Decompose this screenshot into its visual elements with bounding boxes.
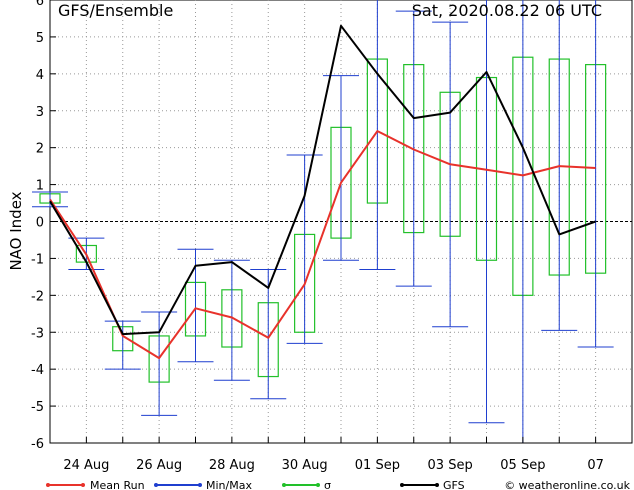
y-tick-label: 2 [36, 142, 44, 157]
mean-run-line [49, 130, 596, 360]
series-lines [49, 24, 596, 360]
y-axis-label: NAO Index [7, 191, 25, 270]
x-tick-label: 05 Sep [500, 458, 545, 473]
gfs-line [49, 24, 596, 336]
legend-label-mean-run: Mean Run [90, 479, 145, 490]
y-tick-label: -3 [31, 326, 44, 341]
y-tick-label: 4 [36, 68, 44, 83]
x-tick-label: 28 Aug [209, 458, 255, 473]
minmax-whiskers [32, 0, 614, 443]
axis-layer: -6 -5 -4 -3 -2 -1 0 1 2 3 4 5 6 24 Aug 26 Aug 28 Aug 30 … [31, 0, 604, 473]
x-tick-label: 26 Aug [136, 458, 182, 473]
legend-label-gfs: GFS [443, 479, 465, 490]
legend: Mean Run Min/Max σ GFS © weatheronline.c… [46, 479, 631, 490]
x-tick-label: 07 [587, 458, 604, 473]
chart-subtitle: Sat, 2020.08.22 06 UTC [412, 1, 602, 20]
y-tick-label: -5 [31, 400, 44, 415]
chart-title: GFS/Ensemble [58, 1, 173, 20]
x-tick-label: 30 Aug [282, 458, 328, 473]
y-tick-label: -6 [31, 437, 44, 452]
y-tick-label: 0 [36, 216, 44, 231]
y-tick-label: 5 [36, 31, 44, 46]
legend-label-sigma: σ [324, 479, 331, 490]
legend-item-minmax: Min/Max [154, 479, 252, 490]
y-tick-label: 6 [36, 0, 44, 9]
legend-item-mean-run: Mean Run [46, 479, 145, 490]
legend-item-sigma: σ [282, 479, 331, 490]
y-tick-label: -1 [31, 252, 44, 267]
y-tick-label: 1 [36, 179, 44, 194]
legend-label-minmax: Min/Max [206, 479, 252, 490]
credit-text: © weatheronline.co.uk [504, 479, 630, 490]
y-tick-label: 3 [36, 105, 44, 120]
x-tick-label: 01 Sep [355, 458, 400, 473]
y-tick-label: -4 [31, 363, 44, 378]
y-tick-label: -2 [31, 289, 44, 304]
x-tick-label: 24 Aug [63, 458, 109, 473]
legend-item-gfs: GFS [400, 479, 465, 490]
x-tick-label: 03 Sep [428, 458, 473, 473]
